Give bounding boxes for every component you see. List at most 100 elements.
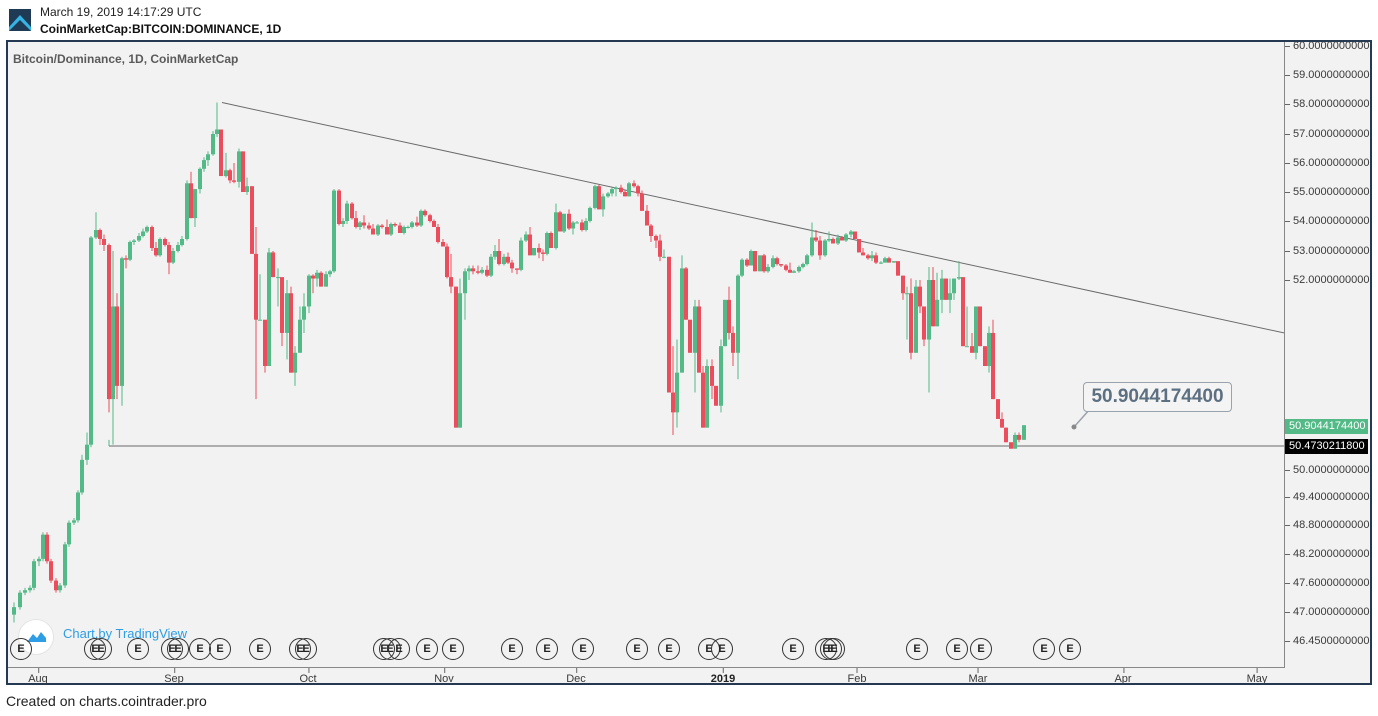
candle bbox=[810, 237, 814, 256]
candle bbox=[935, 299, 939, 327]
chart-frame[interactable]: Bitcoin/Dominance, 1D, CoinMarketCap Cha… bbox=[6, 40, 1372, 685]
candle bbox=[883, 258, 887, 263]
y-tick: 50.0000000000 bbox=[1285, 464, 1375, 478]
candle bbox=[788, 269, 792, 273]
candle bbox=[489, 256, 493, 276]
candle bbox=[887, 258, 891, 263]
candle bbox=[667, 256, 671, 393]
candle bbox=[193, 189, 197, 219]
earnings-event-marker[interactable]: E bbox=[1059, 638, 1081, 660]
candle bbox=[324, 274, 328, 287]
earnings-event-marker[interactable]: E bbox=[536, 638, 558, 660]
candle bbox=[432, 221, 436, 227]
x-axis[interactable] bbox=[8, 667, 1285, 668]
x-tick: May bbox=[1246, 668, 1268, 685]
earnings-event-marker[interactable]: E bbox=[416, 638, 438, 660]
candle bbox=[562, 213, 566, 232]
earnings-event-marker[interactable]: E bbox=[90, 638, 112, 660]
descending-trendline[interactable] bbox=[221, 102, 1284, 334]
candle bbox=[731, 332, 735, 353]
earnings-event-marker[interactable]: E bbox=[189, 638, 211, 660]
y-tick: 47.6000000000 bbox=[1285, 577, 1375, 591]
x-tick-label: Apr bbox=[1114, 673, 1132, 685]
earnings-event-marker[interactable]: E bbox=[970, 638, 992, 660]
y-tick-label: 47.6000000000 bbox=[1293, 577, 1370, 589]
earnings-event-marker[interactable]: E bbox=[501, 638, 523, 660]
earnings-event-marker[interactable]: E bbox=[249, 638, 271, 660]
earnings-event-marker[interactable]: E bbox=[442, 638, 464, 660]
earnings-event-marker[interactable]: E bbox=[1033, 638, 1055, 660]
candle bbox=[766, 266, 770, 272]
earnings-event-marker[interactable]: E bbox=[572, 638, 594, 660]
candle bbox=[705, 366, 709, 428]
y-tick-label: 55.0000000000 bbox=[1293, 186, 1370, 198]
candle bbox=[593, 186, 597, 208]
candle bbox=[298, 319, 302, 353]
candle bbox=[18, 592, 22, 608]
price-callout[interactable]: 50.9044174400 bbox=[1083, 382, 1232, 412]
candle bbox=[614, 187, 618, 190]
earnings-event-marker[interactable]: E bbox=[946, 638, 968, 660]
earnings-event-marker[interactable]: E bbox=[10, 638, 32, 660]
y-tick-label: 58.0000000000 bbox=[1293, 98, 1370, 110]
y-tick: 53.0000000000 bbox=[1285, 245, 1375, 259]
earnings-event-marker[interactable]: E bbox=[626, 638, 648, 660]
earnings-event-marker[interactable]: E bbox=[127, 638, 149, 660]
earnings-event-marker[interactable]: E bbox=[167, 638, 189, 660]
candle bbox=[445, 246, 449, 278]
candle bbox=[380, 225, 384, 227]
tradingview-watermark-link[interactable]: Chart.by TradingView bbox=[63, 626, 188, 641]
candle bbox=[41, 534, 45, 559]
candle bbox=[515, 268, 519, 270]
candle bbox=[671, 392, 675, 413]
candle bbox=[189, 183, 193, 219]
y-tick-label: 48.2000000000 bbox=[1293, 548, 1370, 560]
candle bbox=[944, 278, 948, 300]
candle bbox=[1022, 425, 1026, 440]
earnings-event-marker[interactable]: E bbox=[295, 638, 317, 660]
candle bbox=[684, 268, 688, 320]
candle bbox=[792, 271, 796, 273]
earnings-event-marker[interactable]: E bbox=[388, 638, 410, 660]
y-tick-label: 50.0000000000 bbox=[1293, 464, 1370, 476]
candle bbox=[158, 239, 162, 256]
candle bbox=[367, 225, 371, 229]
candle bbox=[727, 299, 731, 333]
candle bbox=[636, 186, 640, 194]
candle bbox=[632, 183, 636, 187]
candle bbox=[627, 183, 631, 197]
candle bbox=[861, 252, 865, 256]
candle bbox=[111, 306, 115, 400]
candle bbox=[549, 233, 553, 248]
earnings-event-marker[interactable]: E bbox=[209, 638, 231, 660]
candle bbox=[263, 319, 267, 367]
candle bbox=[749, 251, 753, 266]
plot-area[interactable] bbox=[8, 42, 1284, 666]
candle bbox=[849, 231, 853, 235]
candle bbox=[362, 222, 366, 226]
x-tick-label: May bbox=[1246, 673, 1268, 685]
candle bbox=[987, 332, 991, 367]
y-axis[interactable] bbox=[1284, 42, 1285, 668]
callout-anchor[interactable] bbox=[1071, 424, 1077, 430]
candle bbox=[80, 459, 84, 493]
candle bbox=[519, 240, 523, 270]
y-tick: 48.8000000000 bbox=[1285, 519, 1375, 533]
chart-header: March 19, 2019 14:17:29 UTC CoinMarketCa… bbox=[0, 0, 1378, 40]
candle bbox=[345, 203, 349, 221]
earnings-event-marker[interactable]: E bbox=[711, 638, 733, 660]
earnings-event-marker[interactable]: E bbox=[906, 638, 928, 660]
candle bbox=[137, 236, 141, 241]
earnings-event-marker[interactable]: E bbox=[658, 638, 680, 660]
candle bbox=[245, 186, 249, 192]
candle bbox=[458, 293, 462, 428]
candle bbox=[371, 228, 375, 235]
candle bbox=[645, 210, 649, 226]
candle bbox=[510, 262, 514, 269]
candle bbox=[228, 170, 232, 181]
candle bbox=[37, 558, 41, 562]
x-tick-label: Sep bbox=[164, 673, 184, 685]
earnings-event-marker[interactable]: E bbox=[823, 638, 845, 660]
candle bbox=[836, 237, 840, 244]
earnings-event-marker[interactable]: E bbox=[782, 638, 804, 660]
